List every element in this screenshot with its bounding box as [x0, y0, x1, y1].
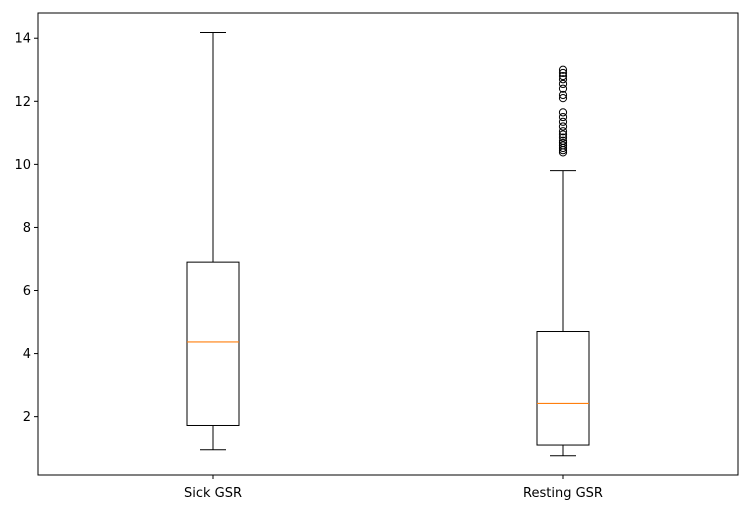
outlier-point — [558, 94, 568, 103]
x-axis: Sick GSR Resting GSR — [184, 475, 603, 501]
box-group — [186, 32, 240, 451]
plot-area-frame — [37, 12, 739, 476]
outlier-point — [558, 79, 568, 89]
outlier-point — [558, 71, 568, 81]
y-tick-label: 8 — [23, 221, 31, 236]
outlier-point — [558, 65, 568, 74]
boxes-layer — [186, 32, 590, 457]
y-tick-label: 2 — [23, 410, 31, 425]
outlier-point — [558, 117, 568, 126]
outlier-point — [558, 122, 568, 131]
box-group — [536, 65, 590, 457]
outlier-point — [558, 112, 568, 122]
outlier-point — [558, 136, 568, 145]
outlier-point — [558, 130, 568, 139]
outlier-point — [558, 141, 568, 150]
outlier-point — [558, 127, 568, 136]
y-tick-label: 10 — [14, 158, 31, 173]
iqr-box — [186, 261, 240, 426]
outlier-point — [558, 138, 568, 148]
outlier-point — [558, 84, 568, 93]
outlier-point — [558, 90, 568, 100]
x-tick-label: Sick GSR — [184, 486, 242, 501]
y-tick-label: 6 — [23, 284, 31, 299]
y-tick-label: 4 — [23, 347, 31, 362]
outlier-point — [558, 75, 568, 84]
outlier-point — [558, 108, 568, 117]
y-tick-label: 12 — [14, 95, 31, 110]
y-axis: 2 4 6 8 10 12 14 — [14, 32, 38, 425]
outlier-point — [558, 68, 568, 78]
y-tick-label: 14 — [14, 32, 31, 47]
x-tick-label: Resting GSR — [523, 486, 603, 501]
iqr-box — [536, 331, 590, 446]
outlier-point — [558, 133, 568, 142]
